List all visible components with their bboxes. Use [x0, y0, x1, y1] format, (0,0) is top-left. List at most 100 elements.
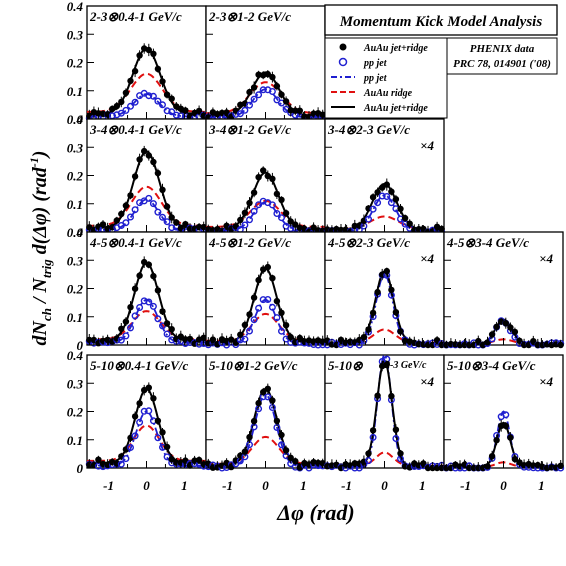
- pp-point: [117, 336, 125, 344]
- panel-2-0: 4-5⊗0.4-1 GeV/c: [85, 231, 208, 348]
- x-tick-label: 0: [381, 478, 388, 493]
- auau-point: [118, 98, 125, 106]
- panel-label: 4-5⊗3-4 GeV/c: [446, 235, 529, 250]
- auau-point: [516, 337, 523, 344]
- auau-point: [150, 50, 157, 57]
- y-tick-label: 0: [77, 112, 84, 127]
- auau-point: [292, 458, 299, 465]
- auau-point: [502, 422, 509, 430]
- y-tick-label: 0.4: [67, 348, 84, 363]
- auau-point: [406, 220, 413, 227]
- y-tick-label: 0.1: [67, 197, 83, 212]
- y-tick-label: 0: [77, 338, 84, 353]
- x-tick-label: -1: [222, 478, 233, 493]
- auau-point: [397, 328, 404, 335]
- panel-frame: [205, 231, 326, 346]
- auau-point: [186, 335, 194, 343]
- y-tick-label: 0.1: [67, 433, 83, 448]
- panel-scale: ×4: [420, 251, 434, 266]
- x-tick-label: 0: [262, 478, 269, 493]
- pp-point: [149, 200, 157, 208]
- pp-point: [126, 324, 134, 332]
- pp-point: [264, 296, 272, 304]
- auau-point: [488, 453, 496, 460]
- auau-point: [163, 203, 171, 210]
- panel-3-2: 5-10⊗ 2-3 GeV/c ×4: [323, 353, 446, 472]
- auau-point: [136, 52, 143, 59]
- x-tick-label: 1: [181, 478, 188, 493]
- auau-point: [498, 422, 505, 429]
- panel-2-3: 4-5⊗3-4 GeV/c ×4: [442, 231, 565, 349]
- pp-point: [145, 92, 153, 100]
- auau-point: [255, 399, 262, 407]
- auau-point: [278, 309, 285, 316]
- auau-point: [246, 433, 253, 441]
- pp-point: [273, 96, 281, 104]
- y-tick-label: 0.4: [67, 112, 84, 127]
- auau-point: [287, 218, 294, 225]
- auau-point: [131, 285, 139, 292]
- x-tick-label: 1: [419, 478, 426, 493]
- pp-point: [154, 434, 162, 442]
- panel-label: 3-4⊗1-2 GeV/c: [208, 122, 291, 137]
- auau-point: [241, 209, 249, 216]
- auau-point: [200, 334, 207, 341]
- auau-point: [374, 189, 381, 196]
- pp-point: [168, 224, 176, 232]
- legend-label: pp jet: [363, 58, 388, 69]
- pp-point: [259, 296, 267, 304]
- pp-point: [122, 219, 130, 227]
- auau-point: [122, 202, 130, 209]
- panel-label: 2-3⊗1-2 GeV/c: [208, 9, 291, 24]
- panel-label: 5-10⊗3-4 GeV/c: [447, 358, 536, 373]
- panel-label: 5-10⊗: [328, 358, 364, 373]
- auau-point: [420, 460, 427, 467]
- x-tick-label: -1: [341, 478, 352, 493]
- panel-grid: 2-3⊗0.4-1 GeV/c 2-3⊗1-2 GeV/c 3-4⊗0.4-1 Ge…: [67, 0, 565, 493]
- auau-point: [168, 95, 175, 102]
- auau-point: [388, 392, 395, 400]
- y-tick-label: 0.1: [67, 310, 83, 325]
- pp-point: [154, 315, 162, 323]
- auau-point: [168, 455, 175, 463]
- auau-point: [287, 333, 294, 341]
- panel-scale: ×4: [420, 374, 434, 389]
- pp-point: [140, 297, 148, 305]
- auau-point: [383, 361, 390, 368]
- auau-point: [237, 216, 244, 224]
- x-tick-label: 1: [538, 478, 545, 493]
- auau-point: [195, 107, 203, 115]
- auau-point: [388, 188, 395, 195]
- auau-point: [493, 323, 500, 330]
- ridge-curve: [206, 81, 325, 115]
- auau-point: [397, 450, 404, 457]
- panel-3-1: 5-10⊗1-2 GeV/c: [204, 354, 327, 472]
- x-tick-label: -1: [103, 478, 114, 493]
- source-box: PHENIX data PRC 78, 014901 ('08): [446, 37, 558, 75]
- auau-point: [273, 190, 281, 198]
- pp-point: [122, 455, 130, 463]
- auau-point: [365, 450, 372, 457]
- auau-point: [195, 456, 203, 464]
- pp-point: [168, 108, 176, 116]
- auau-point: [255, 174, 262, 181]
- auau-point: [287, 107, 294, 114]
- auau-point: [282, 98, 290, 105]
- pp-point: [273, 209, 281, 217]
- panel-scale: ×4: [539, 374, 553, 389]
- x-tick-label: 1: [300, 478, 307, 493]
- pp-point: [163, 330, 171, 338]
- y-tick-label: 0.2: [67, 405, 84, 420]
- y-tick-label: 0.3: [67, 27, 84, 42]
- auau-point: [150, 395, 157, 402]
- panel-2-2: 4-5⊗2-3 GeV/c ×4: [323, 231, 446, 349]
- auau-point: [269, 73, 276, 81]
- auau-point: [278, 196, 285, 203]
- source-line-1: PHENIX data: [470, 43, 535, 55]
- panel-label: 4-5⊗0.4-1 GeV/c: [89, 235, 182, 250]
- auau-point: [209, 336, 217, 343]
- pp-point: [163, 107, 171, 115]
- auau-point: [511, 328, 519, 336]
- auau-point: [159, 308, 166, 315]
